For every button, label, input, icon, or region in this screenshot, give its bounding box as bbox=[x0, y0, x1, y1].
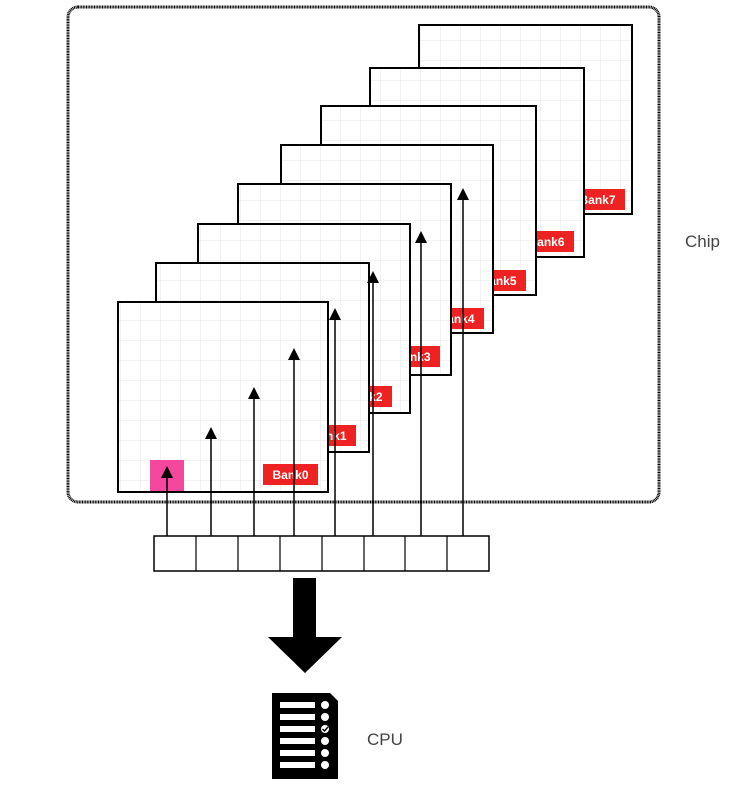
cpu-label: CPU bbox=[367, 730, 403, 749]
down-arrow-icon bbox=[268, 578, 342, 673]
bank-stack: Bank7Bank6Bank5Bank4Bank3Bank2Bank1Bank0 bbox=[117, 24, 633, 493]
chip-outline bbox=[66, 5, 661, 504]
chip-label: Chip bbox=[685, 232, 720, 251]
bank-label: Bank0 bbox=[272, 468, 308, 482]
bank-label: Bank6 bbox=[528, 235, 564, 249]
bank-label: Bank7 bbox=[579, 193, 615, 207]
bank-grid bbox=[117, 301, 329, 493]
bus-register bbox=[153, 535, 490, 572]
bank-label-bg bbox=[263, 464, 318, 485]
bank-0: Bank0 bbox=[117, 301, 329, 493]
cpu-icon bbox=[272, 693, 338, 779]
